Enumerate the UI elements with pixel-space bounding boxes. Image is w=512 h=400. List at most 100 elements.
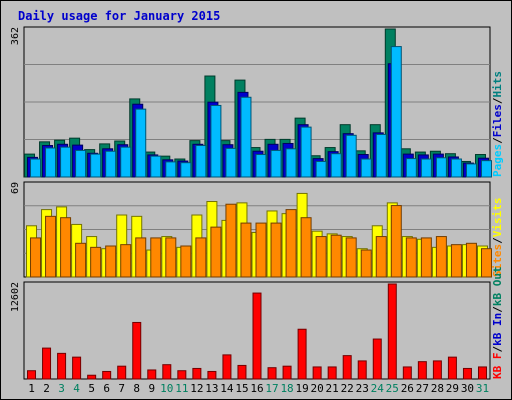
bar-pages xyxy=(255,154,267,178)
bar-kb-f xyxy=(207,370,217,380)
day-label: 26 xyxy=(401,382,414,395)
legend-bottom: KB F/kB In/kB Out xyxy=(491,266,504,379)
bar-sites xyxy=(390,205,402,278)
legend-middle: Sites/Visits xyxy=(491,198,504,278)
day-label: 21 xyxy=(326,382,339,395)
day-label: 2 xyxy=(43,382,50,395)
day-label: 6 xyxy=(103,382,110,395)
bar-pages xyxy=(450,158,462,178)
bar-pages xyxy=(225,147,237,178)
bar-pages xyxy=(120,146,132,178)
bar-kb-f xyxy=(312,366,322,380)
bar-pages xyxy=(405,158,417,178)
day-label: 5 xyxy=(88,382,95,395)
bar-pages xyxy=(285,148,297,178)
bar-pages xyxy=(210,104,222,178)
legend-item: kB Out xyxy=(491,266,504,306)
bar-sites xyxy=(345,237,357,278)
bar-pages xyxy=(390,46,402,178)
bar-kb-f xyxy=(117,365,127,380)
day-label: 1 xyxy=(28,382,35,395)
day-label: 4 xyxy=(73,382,80,395)
legend-item: / xyxy=(491,97,504,104)
bar-sites xyxy=(195,237,207,278)
bar-sites xyxy=(285,209,297,278)
bar-sites xyxy=(255,222,267,278)
day-label: 12 xyxy=(190,382,203,395)
bar-kb-f xyxy=(372,338,382,380)
legend-item: Pages xyxy=(491,144,504,177)
day-label: 14 xyxy=(220,382,234,395)
day-label: 24 xyxy=(371,382,385,395)
bar-pages xyxy=(300,126,312,178)
bar-pages xyxy=(165,161,177,178)
day-label: 30 xyxy=(461,382,474,395)
bar-kb-f xyxy=(447,356,457,380)
day-label: 7 xyxy=(118,382,125,395)
day-label: 3 xyxy=(58,382,65,395)
legend-item: Sites xyxy=(491,244,504,277)
bar-kb-f xyxy=(462,367,472,380)
max-label-top: 362 xyxy=(10,27,21,45)
day-label: 10 xyxy=(160,382,173,395)
day-label: 27 xyxy=(416,382,429,395)
bar-kb-f xyxy=(342,355,352,380)
bar-sites xyxy=(90,246,102,278)
bar-kb-f xyxy=(282,365,292,380)
bar-pages xyxy=(30,158,42,178)
bar-pages xyxy=(45,147,57,178)
bar-pages xyxy=(480,160,492,178)
day-label: 17 xyxy=(265,382,278,395)
legend-item: kB In xyxy=(491,313,504,346)
bar-sites xyxy=(330,234,342,278)
bar-kb-f xyxy=(42,347,52,380)
bar-kb-f xyxy=(417,361,427,380)
bar-pages xyxy=(330,153,342,178)
bar-sites xyxy=(225,203,237,278)
bar-kb-f xyxy=(402,366,412,380)
bar-sites xyxy=(45,215,57,278)
day-label: 11 xyxy=(175,382,188,395)
bar-sites xyxy=(60,217,72,278)
bar-pages xyxy=(150,155,162,178)
bar-kb-f xyxy=(87,374,97,380)
max-label-middle: 69 xyxy=(10,182,21,194)
day-label: 31 xyxy=(476,382,489,395)
legend-item: / xyxy=(491,237,504,244)
bar-pages xyxy=(435,157,447,178)
day-label: 13 xyxy=(205,382,218,395)
legend-top: Pages/Files/Hits xyxy=(491,71,504,177)
bar-sites xyxy=(105,245,117,278)
bar-sites xyxy=(135,237,147,278)
bar-pages xyxy=(375,133,387,178)
bar-pages xyxy=(60,146,72,178)
legend-item: / xyxy=(491,346,504,353)
bar-sites xyxy=(420,237,432,278)
bar-sites xyxy=(165,237,177,278)
bar-kb-f xyxy=(357,360,367,380)
legend-item: Visits xyxy=(491,198,504,238)
bar-kb-f xyxy=(132,321,142,380)
bar-sites xyxy=(450,244,462,278)
legend-item: Files xyxy=(491,104,504,137)
day-label: 29 xyxy=(446,382,459,395)
bar-sites xyxy=(435,236,447,278)
day-label: 15 xyxy=(235,382,248,395)
bar-pages xyxy=(90,153,102,178)
bar-pages xyxy=(75,149,87,178)
bar-sites xyxy=(270,222,282,278)
bar-kb-f xyxy=(72,356,82,380)
legend-item: / xyxy=(491,306,504,313)
bar-pages xyxy=(240,96,252,178)
bar-kb-f xyxy=(57,352,67,380)
bar-kb-f xyxy=(192,367,202,380)
bar-pages xyxy=(420,158,432,178)
day-label: 9 xyxy=(148,382,155,395)
day-label: 23 xyxy=(356,382,369,395)
bar-pages xyxy=(345,134,357,178)
legend-item: Hits xyxy=(491,71,504,98)
bar-pages xyxy=(135,108,147,178)
bar-kb-f xyxy=(162,364,172,380)
bar-sites xyxy=(480,248,492,278)
